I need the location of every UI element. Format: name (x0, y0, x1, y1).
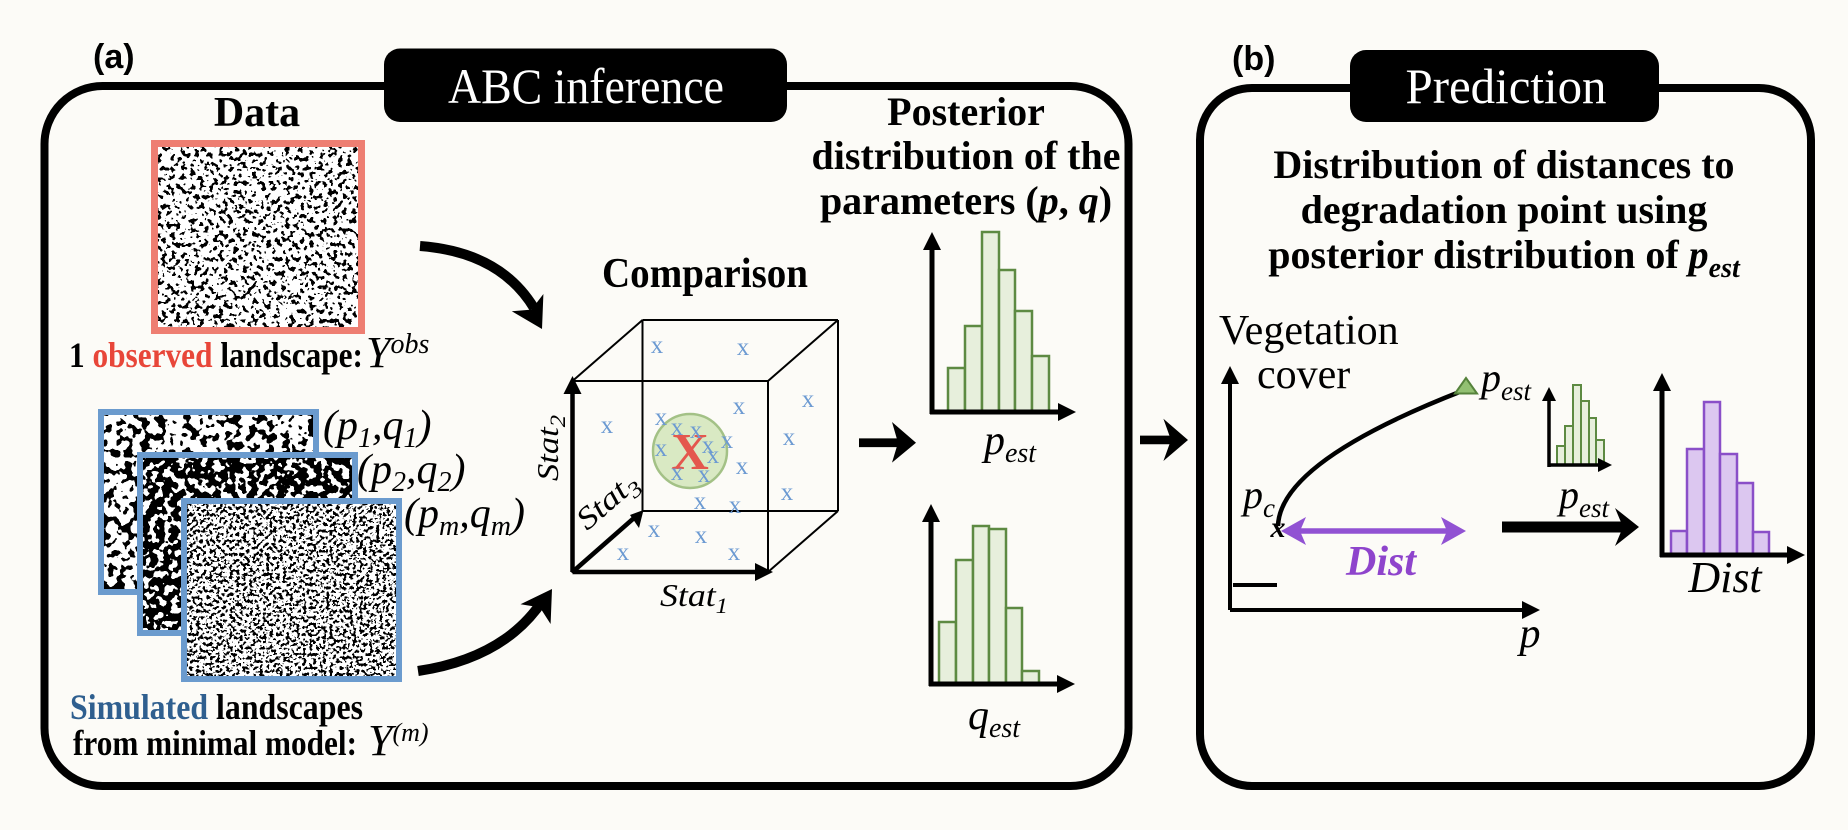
svg-text:x: x (694, 488, 707, 515)
svg-text:(a): (a) (93, 38, 135, 76)
svg-text:(b): (b) (1232, 40, 1275, 78)
svg-text:x: x (736, 453, 749, 480)
svg-text:ABC inference: ABC inference (448, 58, 724, 114)
svg-text:cover: cover (1257, 352, 1350, 398)
svg-text:x: x (729, 492, 742, 519)
svg-text:x: x (617, 539, 630, 566)
svg-text:x: x (695, 522, 708, 549)
svg-text:x: x (698, 461, 711, 488)
svg-text:distribution of the: distribution of the (812, 133, 1121, 178)
svg-text:x: x (671, 414, 684, 441)
svg-text:x: x (655, 435, 668, 462)
svg-text:Distribution of distances to: Distribution of distances to (1273, 142, 1734, 187)
svg-text:Dist: Dist (1345, 539, 1417, 585)
svg-text:x: x (802, 386, 815, 413)
svg-text:x: x (707, 442, 720, 469)
svg-text:Prediction: Prediction (1406, 58, 1607, 114)
svg-text:x: x (737, 334, 750, 361)
svg-text:Vegetation: Vegetation (1219, 308, 1399, 354)
svg-text:x: x (721, 427, 734, 454)
svg-text:Comparison: Comparison (602, 251, 808, 297)
svg-text:x: x (601, 412, 614, 439)
svg-text:posterior distribution of pest: posterior distribution of pest (1268, 232, 1741, 284)
svg-text:x: x (651, 332, 664, 359)
svg-text:x: x (783, 424, 796, 451)
svg-text:from minimal model:: from minimal model: (73, 723, 357, 763)
svg-text:Simulated landscapes: Simulated landscapes (70, 687, 363, 727)
svg-text:x: x (1270, 511, 1286, 544)
svg-text:1 observed landscape:: 1 observed landscape: (69, 335, 363, 375)
svg-text:x: x (781, 479, 794, 506)
svg-text:Data: Data (214, 90, 300, 136)
svg-text:(p1,q1): (p1,q1) (323, 403, 432, 454)
svg-text:Dist: Dist (1687, 553, 1763, 602)
svg-text:Posterior: Posterior (887, 89, 1045, 134)
svg-text:x: x (671, 459, 684, 486)
svg-text:parameters (p, q): parameters (p, q) (820, 178, 1112, 223)
svg-text:x: x (690, 417, 703, 444)
svg-text:x: x (702, 432, 715, 459)
svg-text:degradation point using: degradation point using (1301, 187, 1708, 232)
svg-text:X: X (671, 424, 709, 481)
svg-text:(p2,q2): (p2,q2) (357, 447, 466, 498)
svg-text:x: x (728, 539, 741, 566)
svg-text:x: x (655, 404, 668, 431)
svg-text:x: x (648, 516, 661, 543)
svg-text:p: p (1517, 611, 1541, 657)
svg-text:x: x (733, 393, 746, 420)
